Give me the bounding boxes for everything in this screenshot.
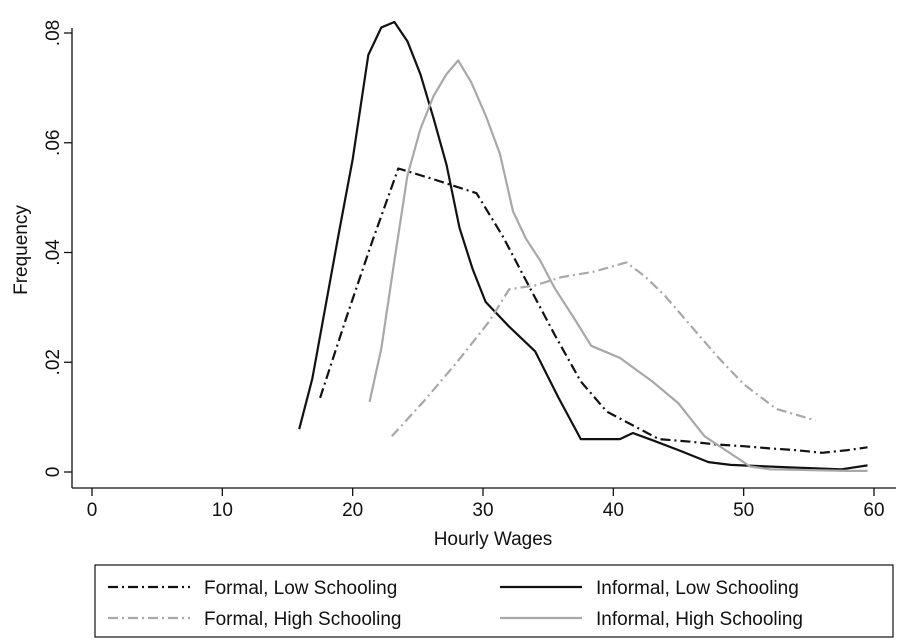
y-ticks: 0 .02 .04 .06 .08 <box>43 20 72 478</box>
y-tick-label: .04 <box>43 239 64 266</box>
x-tick-label: 60 <box>863 500 884 521</box>
x-axis-title: Hourly Wages <box>434 529 553 550</box>
legend-items: Formal, Low Schooling Informal, Low Schoo… <box>108 578 803 630</box>
x-tick-label: 20 <box>342 500 363 521</box>
series-line-1 <box>319 167 868 454</box>
x-ticks: 0 10 20 30 40 50 60 <box>87 488 885 521</box>
series-line-3 <box>390 261 816 438</box>
x-tick-label: 50 <box>733 500 754 521</box>
legend-label: Informal, High Schooling <box>596 609 803 630</box>
y-tick-label: .08 <box>43 20 64 46</box>
legend-label: Informal, Low Schooling <box>596 578 799 599</box>
y-axis-title: Frequency <box>11 205 32 295</box>
x-tick-label: 30 <box>472 500 493 521</box>
legend-label: Formal, High Schooling <box>204 609 401 630</box>
x-tick-label: 40 <box>603 500 624 521</box>
y-tick-label: .02 <box>43 349 64 375</box>
legend: Formal, Low Schooling Informal, Low Schoo… <box>94 564 894 638</box>
x-tick-label: 0 <box>87 500 98 521</box>
legend-box <box>94 564 894 638</box>
series-line-2 <box>298 20 868 471</box>
y-tick-label: 0 <box>43 467 64 478</box>
x-tick-label: 10 <box>212 500 233 521</box>
legend-label: Formal, Low Schooling <box>204 578 397 599</box>
x-axis: 0 10 20 30 40 50 60 Hourly Wages <box>72 487 896 550</box>
series-line-4 <box>368 59 868 472</box>
plot-area <box>298 20 868 472</box>
y-tick-label: .06 <box>43 130 64 156</box>
y-axis: 0 .02 .04 .06 .08 Frequency <box>11 20 73 488</box>
